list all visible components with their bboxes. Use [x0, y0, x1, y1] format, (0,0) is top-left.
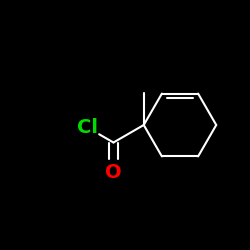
Text: Cl: Cl [77, 118, 98, 137]
Text: O: O [105, 163, 122, 182]
